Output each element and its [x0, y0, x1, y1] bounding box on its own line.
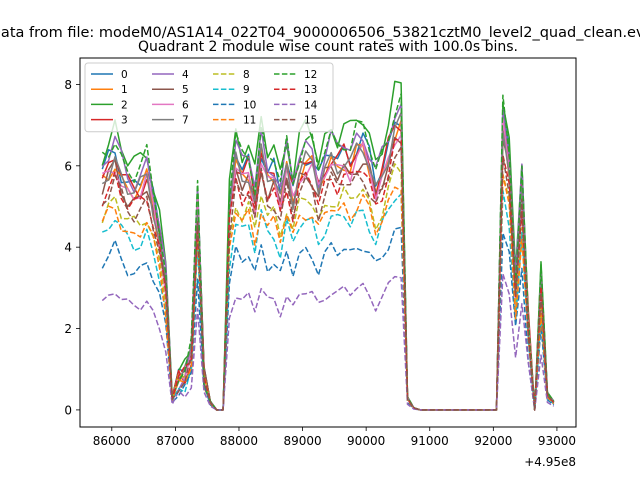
- chart-title: Quadrant 2 module wise count rates with …: [138, 39, 518, 55]
- series-line-15: [101, 146, 555, 411]
- series-layer: [101, 80, 555, 411]
- x-tick-label: 89000: [283, 434, 321, 448]
- legend-label-6: 6: [182, 99, 189, 111]
- legend-label-7: 7: [182, 115, 189, 127]
- legend-label-11: 11: [243, 115, 256, 127]
- x-tick-label: 90000: [347, 434, 385, 448]
- x-tick-label: 92000: [474, 434, 512, 448]
- ticks-layer: 86000 87000 88000 89000 90000 91000 92000 93000…: [64, 78, 576, 448]
- legend-box: [84, 62, 334, 133]
- legend-label-0: 0: [121, 69, 128, 81]
- legend-label-12: 12: [304, 69, 317, 81]
- legend-label-9: 9: [243, 84, 250, 96]
- legend-label-10: 10: [243, 99, 256, 111]
- x-tick-label: 93000: [538, 434, 576, 448]
- legend-label-13: 13: [304, 84, 317, 96]
- y-tick-label: 2: [64, 322, 72, 336]
- y-tick-label: 6: [64, 159, 72, 173]
- legend-label-2: 2: [121, 99, 128, 111]
- legend-label-15: 15: [304, 115, 317, 127]
- y-tick-label: 4: [64, 241, 72, 255]
- y-tick-label: 8: [64, 78, 72, 92]
- x-tick-label: 87000: [156, 434, 194, 448]
- legend-label-8: 8: [243, 69, 250, 81]
- x-tick-label: 86000: [93, 434, 131, 448]
- x-tick-label: 88000: [220, 434, 258, 448]
- suptitle: Data from file: modeM0/AS1A14_022T04_900…: [0, 25, 640, 41]
- legend-label-1: 1: [121, 84, 128, 96]
- legend-label-14: 14: [304, 99, 318, 111]
- legend-label-5: 5: [182, 84, 189, 96]
- x-offset-label: +4.95e8: [524, 455, 576, 469]
- legend-label-4: 4: [182, 69, 189, 81]
- axes-frame: [79, 57, 577, 428]
- x-tick-label: 91000: [411, 434, 449, 448]
- y-tick-label: 0: [64, 403, 72, 417]
- legend-label-3: 3: [121, 115, 128, 127]
